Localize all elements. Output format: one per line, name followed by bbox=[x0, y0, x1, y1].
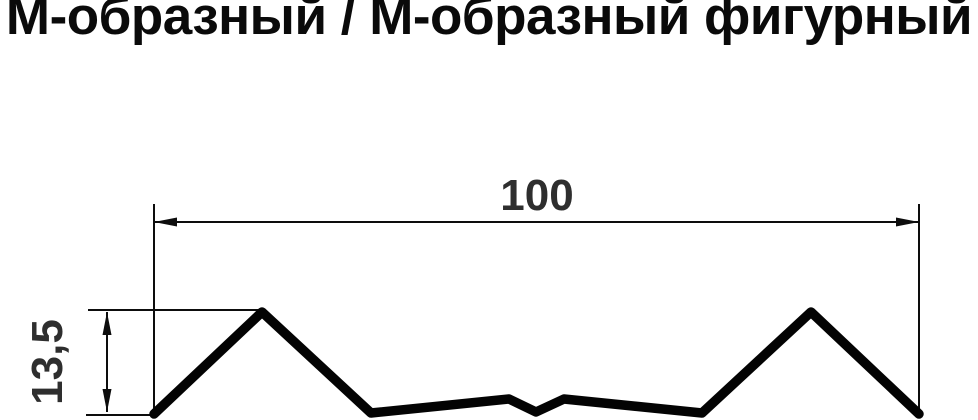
profile-outline bbox=[149, 307, 924, 419]
arrow-up-icon bbox=[102, 312, 112, 335]
arrow-down-icon bbox=[102, 389, 112, 412]
width-dimension-label: 100 bbox=[500, 171, 573, 220]
arrow-left-icon bbox=[154, 217, 177, 227]
width-dimension: 100 bbox=[153, 171, 920, 416]
height-dimension-label: 13,5 bbox=[23, 319, 72, 405]
arrow-right-icon bbox=[896, 217, 919, 227]
page-title: М-образный / М-образный фигурный bbox=[5, 0, 973, 46]
height-dimension: 13,5 bbox=[23, 309, 261, 416]
